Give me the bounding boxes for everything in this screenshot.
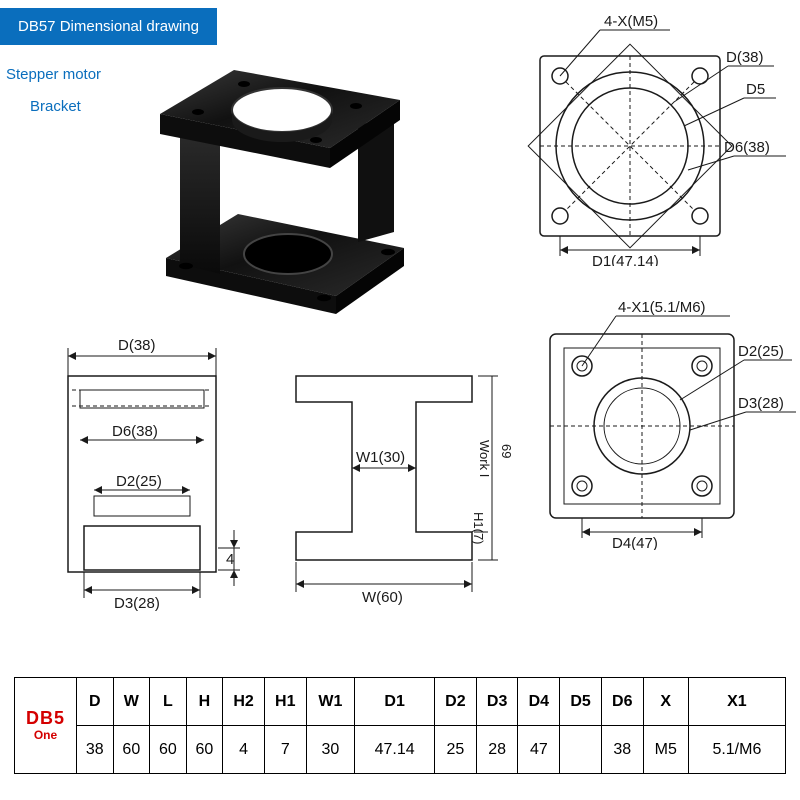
val-W: 60 — [113, 726, 150, 774]
lbl-d1: D1(47.14) — [592, 253, 659, 266]
lbl-d6f: D6(38) — [112, 423, 158, 440]
lbl-d6: D6(38) — [724, 139, 770, 156]
col-H1: H1 — [264, 678, 306, 726]
col-X1: X1 — [688, 678, 785, 726]
col-W1: W1 — [306, 678, 355, 726]
col-D3: D3 — [476, 678, 518, 726]
col-D1: D1 — [355, 678, 435, 726]
val-L: 60 — [150, 726, 187, 774]
col-L: L — [150, 678, 187, 726]
col-D: D — [77, 678, 114, 726]
val-D: 38 — [77, 726, 114, 774]
val-H2: 4 — [223, 726, 265, 774]
lbl-d2f: D2(25) — [116, 473, 162, 490]
subtitle-bracket: Bracket — [30, 98, 81, 115]
lbl-69: 69 — [499, 444, 514, 458]
val-H: 60 — [186, 726, 223, 774]
product-render — [120, 18, 430, 328]
table-value-row: 38 60 60 60 4 7 30 47.14 25 28 47 38 M5 … — [15, 726, 786, 774]
lbl-d4: D4(47) — [612, 535, 658, 550]
lbl-w1: W1(30) — [356, 449, 405, 466]
row-label-top: DB5 — [15, 709, 76, 729]
val-D2: 25 — [435, 726, 477, 774]
val-D1: 47.14 — [355, 726, 435, 774]
lbl-w: W(60) — [362, 589, 403, 606]
table-header-row: DB5 One D W L H H2 H1 W1 D1 D2 D3 D4 D5 … — [15, 678, 786, 726]
lbl-d38f: D(38) — [118, 337, 156, 354]
val-D6: 38 — [601, 726, 643, 774]
lbl-d3f: D3(28) — [114, 595, 160, 612]
val-X1: 5.1/M6 — [688, 726, 785, 774]
tech-front-view: D(38) D6(38) D2(25) 4 D3(28) — [24, 330, 264, 620]
lbl-4: 4 — [226, 551, 234, 568]
lbl-4x1: 4-X1(5.1/M6) — [618, 299, 706, 316]
val-X: M5 — [643, 726, 688, 774]
col-D4: D4 — [518, 678, 560, 726]
lbl-d38: D(38) — [726, 49, 764, 66]
lbl-work: Work I — [477, 440, 492, 477]
col-D2: D2 — [435, 678, 477, 726]
row-label-bottom: One — [15, 729, 76, 742]
val-D3: 28 — [476, 726, 518, 774]
col-X: X — [643, 678, 688, 726]
lbl-d2b: D2(25) — [738, 343, 784, 360]
row-label-cell: DB5 One — [15, 678, 77, 774]
val-D4: 47 — [518, 726, 560, 774]
tech-bottom-view: 4-X1(5.1/M6) D2(25) D3(28) D4(47) — [510, 290, 800, 550]
val-W1: 30 — [306, 726, 355, 774]
tech-side-view: W1(30) W(60) Work I 69 H1(7) — [266, 340, 516, 620]
lbl-4x: 4-X(M5) — [604, 13, 658, 30]
lbl-h1: H1(7) — [471, 512, 486, 545]
subtitle-stepper: Stepper motor — [6, 66, 101, 83]
tech-top-view: 4-X(M5) D(38) D5 D6(38) D1(47.14) — [500, 6, 790, 266]
val-D5 — [560, 726, 602, 774]
lbl-d3b: D3(28) — [738, 395, 784, 412]
col-D6: D6 — [601, 678, 643, 726]
lbl-d5: D5 — [746, 81, 765, 98]
col-H: H — [186, 678, 223, 726]
val-H1: 7 — [264, 726, 306, 774]
col-H2: H2 — [223, 678, 265, 726]
col-D5: D5 — [560, 678, 602, 726]
dimensions-table: DB5 One D W L H H2 H1 W1 D1 D2 D3 D4 D5 … — [14, 677, 786, 774]
col-W: W — [113, 678, 150, 726]
